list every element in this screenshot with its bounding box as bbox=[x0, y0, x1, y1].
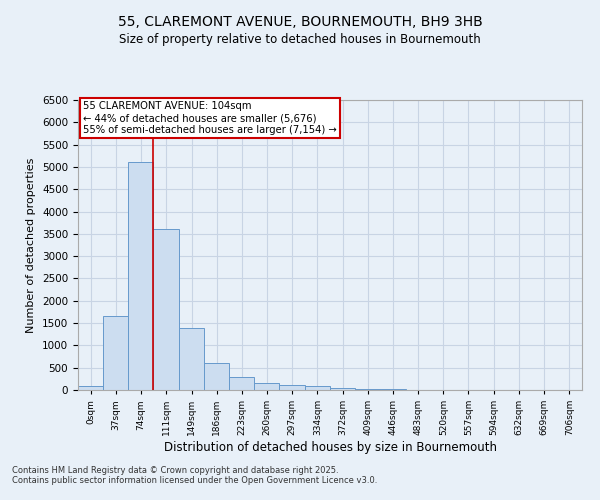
Bar bbox=[78, 386, 103, 390]
Bar bbox=[179, 328, 204, 390]
Bar bbox=[153, 230, 179, 390]
Bar bbox=[305, 386, 331, 390]
Bar bbox=[204, 363, 229, 390]
Text: Size of property relative to detached houses in Bournemouth: Size of property relative to detached ho… bbox=[119, 32, 481, 46]
Bar bbox=[280, 384, 305, 390]
Bar bbox=[355, 388, 380, 390]
Text: Contains HM Land Registry data © Crown copyright and database right 2025.
Contai: Contains HM Land Registry data © Crown c… bbox=[12, 466, 377, 485]
X-axis label: Distribution of detached houses by size in Bournemouth: Distribution of detached houses by size … bbox=[163, 441, 497, 454]
Bar bbox=[331, 388, 355, 390]
Bar bbox=[128, 162, 153, 390]
Y-axis label: Number of detached properties: Number of detached properties bbox=[26, 158, 37, 332]
Bar bbox=[103, 316, 128, 390]
Text: 55 CLAREMONT AVENUE: 104sqm
← 44% of detached houses are smaller (5,676)
55% of : 55 CLAREMONT AVENUE: 104sqm ← 44% of det… bbox=[83, 102, 337, 134]
Bar bbox=[254, 384, 280, 390]
Text: 55, CLAREMONT AVENUE, BOURNEMOUTH, BH9 3HB: 55, CLAREMONT AVENUE, BOURNEMOUTH, BH9 3… bbox=[118, 15, 482, 29]
Bar bbox=[229, 376, 254, 390]
